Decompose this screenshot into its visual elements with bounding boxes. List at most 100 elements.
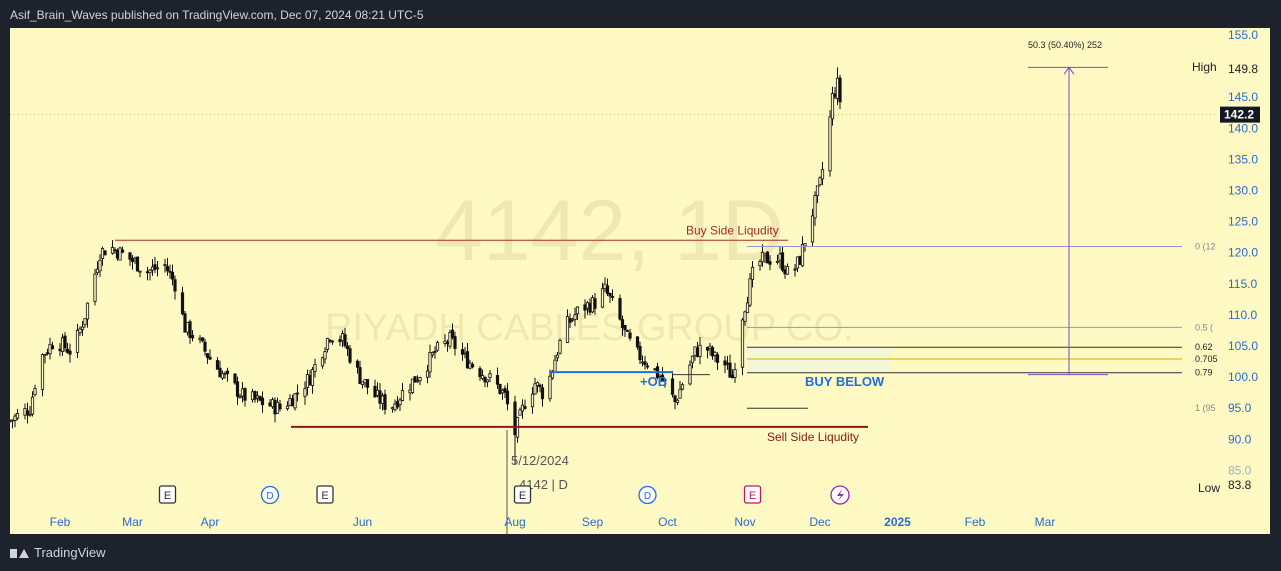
candle-body xyxy=(818,177,822,185)
candle-body xyxy=(378,390,382,404)
candle-body xyxy=(550,370,555,379)
candle-body xyxy=(478,368,482,377)
candle-body xyxy=(513,401,517,436)
candle-body xyxy=(173,279,177,292)
measure-tool[interactable]: 50.3 (50.40%) 252 xyxy=(1028,40,1108,376)
candle-body xyxy=(533,383,537,395)
time-tick: Jun xyxy=(353,515,372,529)
candle-body xyxy=(328,339,332,342)
candle-body xyxy=(785,266,790,275)
candle-body xyxy=(163,264,167,266)
candle-body xyxy=(660,374,665,381)
candle-body xyxy=(303,388,307,397)
candle-body xyxy=(113,249,117,252)
earnings-event-icon[interactable] xyxy=(158,485,177,504)
candle-body xyxy=(80,326,85,330)
time-axis[interactable]: Feb Mar Apr Jun Aug Sep Oct Nov Dec 2025 Feb Mar xyxy=(50,515,1056,529)
candle-body xyxy=(413,376,417,383)
candle-body xyxy=(220,372,225,379)
chart-panel[interactable]: 4142, 1D RIYADH CABLES GROUP CO. Buy Sid… xyxy=(8,28,1270,534)
candle-body xyxy=(713,351,717,356)
price-tick: 120.0 xyxy=(1228,246,1258,260)
candle-body xyxy=(503,388,507,393)
buy-side-liquidity-label: Buy Side Liqudity xyxy=(686,223,779,237)
candle-body xyxy=(313,364,317,372)
tradingview-brand[interactable]: TradingView xyxy=(10,545,106,560)
time-tick: Oct xyxy=(658,515,677,529)
candle-body xyxy=(705,347,710,351)
earnings-event-glyph: E xyxy=(321,490,328,502)
current-price-value: 142.2 xyxy=(1224,108,1254,122)
price-tick: 110.0 xyxy=(1228,308,1257,322)
candle-body xyxy=(520,404,525,412)
candle-body xyxy=(128,252,132,260)
candle-body xyxy=(590,297,595,313)
candle-body xyxy=(833,93,837,98)
candle-body xyxy=(68,350,72,355)
dividend-event-icon[interactable] xyxy=(638,485,657,505)
candle-body xyxy=(215,360,220,370)
dividend-event-glyph: D xyxy=(266,491,273,502)
candle-body xyxy=(200,337,205,342)
candle-body xyxy=(645,365,650,368)
candle-body xyxy=(93,273,97,302)
candle-body xyxy=(273,399,277,415)
dividend-event-glyph: D xyxy=(644,491,651,502)
candle-body xyxy=(393,403,397,411)
candle-body xyxy=(778,253,782,261)
candle-body xyxy=(150,266,155,271)
candle-body xyxy=(148,269,152,274)
candle-body xyxy=(258,395,262,401)
candle-body xyxy=(270,399,275,408)
earnings-event-icon[interactable] xyxy=(743,485,762,504)
candle-body xyxy=(45,352,50,355)
candle-body xyxy=(225,370,230,374)
candle-body xyxy=(278,403,282,410)
footer: TradingView xyxy=(0,536,1281,571)
candle-body xyxy=(500,390,505,394)
candle-body xyxy=(600,288,605,308)
candle-body xyxy=(465,351,470,369)
candle-body xyxy=(715,354,720,363)
candle-body xyxy=(13,415,17,421)
candle-body xyxy=(110,247,115,254)
watermark: 4142, 1D RIYADH CABLES GROUP CO. xyxy=(325,183,854,349)
candle-body xyxy=(410,378,415,393)
earnings-event-icon[interactable] xyxy=(316,485,334,504)
candle-body xyxy=(340,333,345,342)
candle-body xyxy=(85,302,90,320)
candle-body xyxy=(28,413,32,416)
candle-body xyxy=(83,318,87,326)
candle-body xyxy=(675,399,680,403)
candle-body xyxy=(523,406,527,409)
candle-body xyxy=(223,372,227,375)
price-axis[interactable]: 85.0 90.0 95.0 100.0 105.0 110.0 115.0 120.0 125… xyxy=(1192,28,1260,495)
candle-body xyxy=(135,256,140,272)
candle-body xyxy=(395,401,400,408)
candle-body xyxy=(268,402,272,407)
candle-body xyxy=(60,337,65,352)
candle-body xyxy=(203,341,207,352)
candle-body xyxy=(190,334,195,339)
price-tick: 135.0 xyxy=(1228,152,1258,166)
candle-body xyxy=(218,367,222,378)
price-chart[interactable]: 4142, 1D RIYADH CABLES GROUP CO. Buy Sid… xyxy=(8,28,1270,534)
earnings-event-icon[interactable] xyxy=(513,485,532,504)
candle-body xyxy=(618,297,622,320)
candle-body xyxy=(170,271,175,280)
price-tick: 115.0 xyxy=(1228,277,1257,291)
candle-body xyxy=(25,410,30,416)
candle-body xyxy=(165,266,170,272)
candle-body xyxy=(425,370,430,378)
candle-body xyxy=(408,389,412,394)
candle-body xyxy=(640,361,645,364)
candle-body xyxy=(585,302,590,309)
candle-body xyxy=(678,388,682,399)
candle-body xyxy=(145,271,150,274)
candle-body xyxy=(643,361,647,366)
candle-body xyxy=(820,169,825,180)
candle-body xyxy=(758,261,762,267)
dividend-event-icon[interactable] xyxy=(260,485,280,505)
time-tick: Mar xyxy=(122,515,143,529)
candle-body xyxy=(760,252,765,263)
